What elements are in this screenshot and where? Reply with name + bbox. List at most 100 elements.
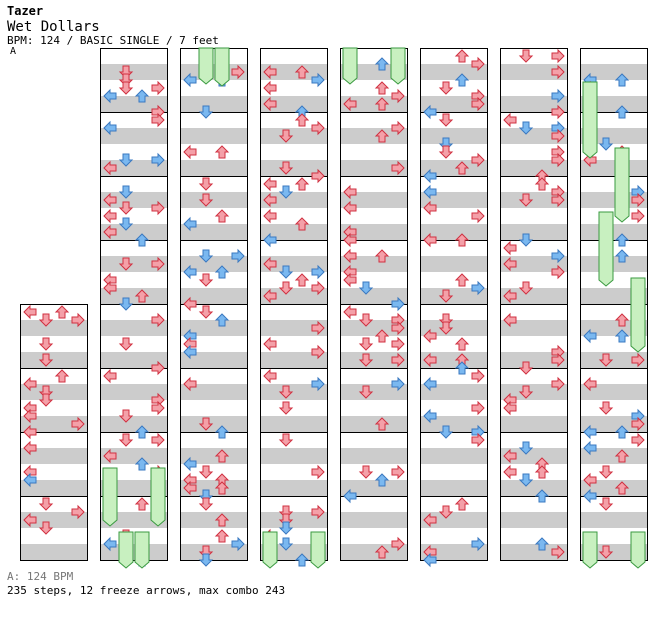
down-arrow-icon (278, 521, 294, 535)
left-arrow-icon (503, 288, 517, 304)
beat-stripe (420, 128, 488, 144)
beat-stripe (100, 192, 168, 208)
down-arrow-icon (38, 313, 54, 327)
beat-stripe (260, 288, 328, 304)
up-arrow-icon (454, 233, 470, 247)
beat-stripe (420, 192, 488, 208)
up-arrow-icon (214, 145, 230, 159)
right-arrow-icon (631, 352, 645, 368)
beat-stripe (180, 480, 248, 496)
left-arrow-icon (343, 200, 357, 216)
left-arrow-icon (183, 264, 197, 280)
down-arrow-icon (598, 353, 614, 367)
freeze-arrow (614, 147, 630, 223)
beat-stripe (340, 480, 408, 496)
right-arrow-icon (231, 64, 245, 80)
right-arrow-icon (471, 96, 485, 112)
down-arrow-icon (358, 385, 374, 399)
left-arrow-icon (583, 440, 597, 456)
down-arrow-icon (358, 353, 374, 367)
beat-stripe (260, 64, 328, 80)
left-arrow-icon (583, 328, 597, 344)
freeze-arrow (198, 47, 214, 85)
beat-stripe (100, 352, 168, 368)
down-arrow-icon (198, 273, 214, 287)
left-arrow-icon (503, 256, 517, 272)
down-arrow-icon (198, 249, 214, 263)
left-arrow-icon (583, 488, 597, 504)
beat-stripe (420, 384, 488, 400)
chart-column (340, 47, 408, 561)
chart-info: BPM: 124 / BASIC SINGLE / 7 feet (7, 34, 219, 47)
beat-stripe (500, 384, 568, 400)
beat-stripe (340, 256, 408, 272)
up-arrow-icon (294, 273, 310, 287)
freeze-arrow (582, 531, 598, 569)
beat-stripe (580, 416, 648, 432)
beat-stripe (260, 192, 328, 208)
left-arrow-icon (183, 216, 197, 232)
right-arrow-icon (311, 168, 325, 184)
beat-stripe (340, 160, 408, 176)
up-arrow-icon (374, 57, 390, 71)
right-arrow-icon (471, 400, 485, 416)
right-arrow-icon (471, 152, 485, 168)
left-arrow-icon (103, 224, 117, 240)
chart-column (500, 48, 568, 561)
beat-stripe (580, 352, 648, 368)
up-arrow-icon (54, 369, 70, 383)
up-arrow-icon (614, 329, 630, 343)
right-arrow-icon (151, 152, 165, 168)
beat-stripe (500, 192, 568, 208)
section-marker: A (10, 46, 17, 57)
right-arrow-icon (471, 208, 485, 224)
right-arrow-icon (631, 208, 645, 224)
up-arrow-icon (454, 497, 470, 511)
beat-stripe (420, 224, 488, 240)
beat-stripe (420, 352, 488, 368)
left-arrow-icon (183, 144, 197, 160)
down-arrow-icon (278, 401, 294, 415)
down-arrow-icon (118, 337, 134, 351)
left-arrow-icon (263, 64, 277, 80)
beat-stripe (340, 96, 408, 112)
right-arrow-icon (391, 336, 405, 352)
beat-stripe (180, 416, 248, 432)
up-arrow-icon (54, 305, 70, 319)
beat-stripe (100, 160, 168, 176)
beat-stripe (180, 512, 248, 528)
up-arrow-icon (454, 337, 470, 351)
left-arrow-icon (423, 184, 437, 200)
left-arrow-icon (423, 352, 437, 368)
bpm-summary: A: 124 BPM (7, 570, 74, 583)
down-arrow-icon (198, 193, 214, 207)
up-arrow-icon (214, 529, 230, 543)
up-arrow-icon (294, 65, 310, 79)
down-arrow-icon (118, 153, 134, 167)
up-arrow-icon (534, 465, 550, 479)
beat-stripe (500, 512, 568, 528)
left-arrow-icon (423, 408, 437, 424)
down-arrow-icon (278, 537, 294, 551)
beat-stripe (420, 544, 488, 560)
left-arrow-icon (343, 488, 357, 504)
down-arrow-icon (598, 465, 614, 479)
chart-column (180, 47, 248, 567)
down-arrow-icon (438, 289, 454, 303)
beat-stripe (260, 160, 328, 176)
right-arrow-icon (391, 464, 405, 480)
down-arrow-icon (358, 281, 374, 295)
right-arrow-icon (231, 536, 245, 552)
up-arrow-icon (294, 113, 310, 127)
chart-column (580, 48, 648, 569)
beat-stripe (100, 416, 168, 432)
down-arrow-icon (278, 385, 294, 399)
freeze-arrow (118, 531, 134, 569)
down-arrow-icon (118, 433, 134, 447)
right-arrow-icon (631, 192, 645, 208)
left-arrow-icon (103, 368, 117, 384)
right-arrow-icon (71, 312, 85, 328)
down-arrow-icon (278, 185, 294, 199)
right-arrow-icon (551, 128, 565, 144)
left-arrow-icon (343, 232, 357, 248)
